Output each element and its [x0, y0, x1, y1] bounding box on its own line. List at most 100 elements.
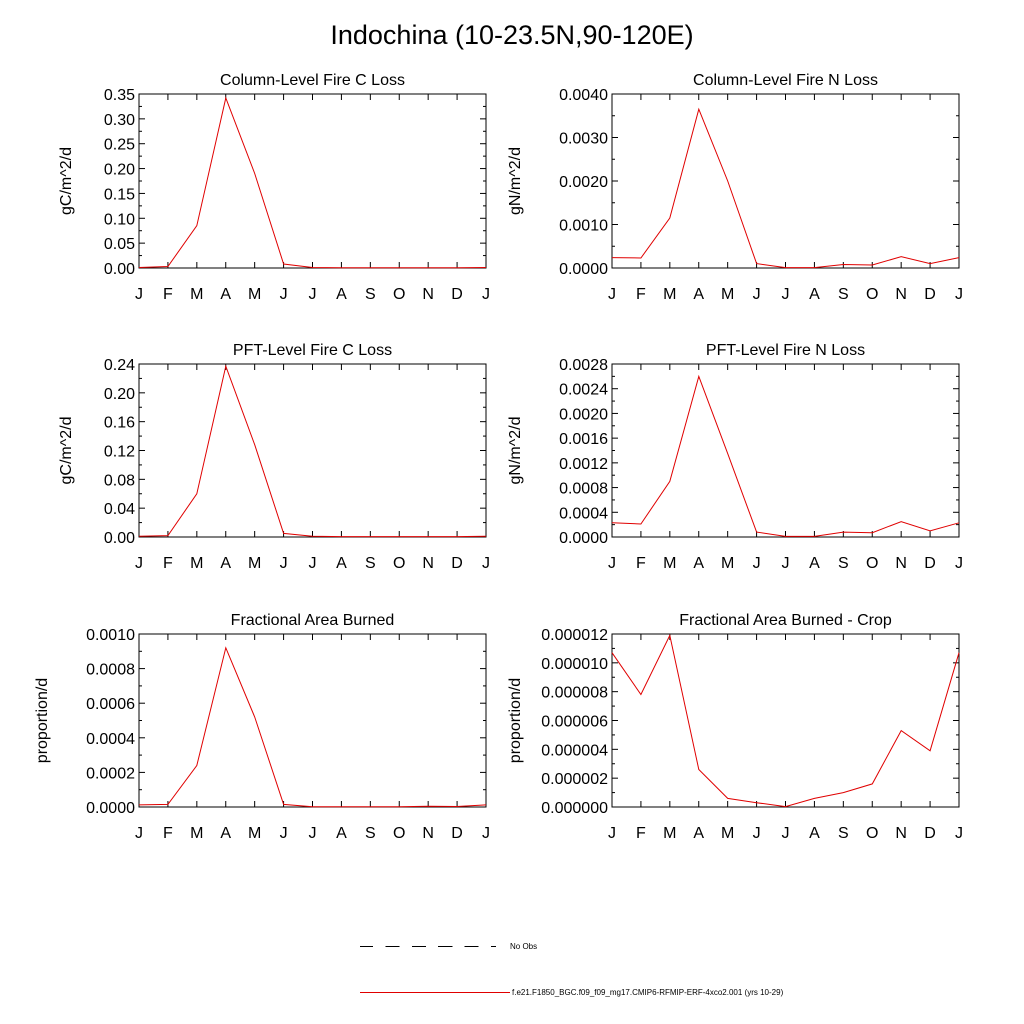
y-tick-label: 0.35 [104, 87, 135, 104]
y-tick-label: 0.25 [104, 137, 135, 154]
x-tick-label: D [451, 825, 463, 842]
y-tick-label: 0.0030 [559, 131, 608, 148]
y-tick-label: 0.0010 [559, 218, 608, 235]
plot-frame [138, 363, 487, 538]
x-tick-label: J [135, 555, 143, 572]
y-tick-label: 0.12 [104, 444, 135, 461]
x-tick-label: M [190, 286, 203, 303]
y-tick-label: 0.20 [104, 386, 135, 403]
y-tick-label: 0.0008 [86, 662, 135, 679]
x-tick-label: D [924, 825, 936, 842]
x-tick-label: A [809, 825, 820, 842]
series-line-model [138, 96, 487, 269]
y-tick-label: 0.0028 [559, 357, 608, 374]
x-tick-label: A [220, 555, 231, 572]
x-tick-label: J [955, 825, 963, 842]
y-axis-label: gN/m^2/d [507, 147, 524, 215]
x-tick-label: J [782, 825, 790, 842]
x-tick-label: J [955, 555, 963, 572]
series-line-model [138, 364, 487, 538]
x-tick-label: A [220, 286, 231, 303]
x-tick-label: N [422, 825, 434, 842]
x-tick-label: J [753, 825, 761, 842]
x-tick-label: F [163, 825, 173, 842]
x-tick-label: A [693, 286, 704, 303]
x-tick-label: J [135, 286, 143, 303]
y-tick-label: 0.05 [104, 236, 135, 253]
y-tick-label: 0.0020 [559, 406, 608, 423]
x-tick-label: J [280, 286, 288, 303]
legend-model: f.e21.F1850_BGC.f09_f09_mg17.CMIP6-RFMIP… [360, 988, 783, 997]
x-tick-label: S [838, 555, 849, 572]
chart-title: Fractional Area Burned [231, 612, 395, 629]
plot-frame [138, 93, 487, 269]
y-tick-label: 0.04 [104, 501, 135, 518]
y-tick-label: 0.000000 [541, 800, 608, 817]
y-tick-label: 0.0012 [559, 456, 608, 473]
x-tick-label: J [782, 555, 790, 572]
plot-frame [611, 363, 960, 538]
legend-model-label: f.e21.F1850_BGC.f09_f09_mg17.CMIP6-RFMIP… [512, 988, 784, 997]
x-tick-label: F [636, 825, 646, 842]
y-tick-label: 0.15 [104, 186, 135, 203]
y-tick-label: 0.000006 [541, 714, 608, 731]
series-line-model [138, 646, 487, 808]
x-tick-label: J [753, 555, 761, 572]
x-tick-label: O [866, 555, 878, 572]
x-tick-label: F [636, 555, 646, 572]
y-axis-label: gC/m^2/d [58, 417, 75, 485]
legend-obs-line [360, 946, 496, 947]
y-tick-label: 0.000010 [541, 656, 608, 673]
x-tick-label: J [309, 825, 317, 842]
x-tick-label: N [895, 286, 907, 303]
chart-panel-6: Fractional Area Burned - Crop proportion/… [507, 612, 963, 842]
x-tick-label: N [422, 555, 434, 572]
series-line-model [611, 633, 960, 808]
y-axis-label: gN/m^2/d [507, 417, 524, 485]
chart-title: Fractional Area Burned - Crop [679, 612, 892, 629]
chart-title: Column-Level Fire C Loss [220, 72, 405, 89]
x-tick-label: M [721, 555, 734, 572]
y-tick-label: 0.0000 [86, 800, 135, 817]
x-tick-label: M [248, 825, 261, 842]
x-tick-label: M [190, 825, 203, 842]
y-tick-label: 0.0004 [559, 505, 608, 522]
x-tick-label: D [451, 555, 463, 572]
x-tick-label: M [190, 555, 203, 572]
x-tick-label: J [482, 286, 490, 303]
x-tick-label: D [451, 286, 463, 303]
x-tick-label: J [608, 555, 616, 572]
y-tick-label: 0.0016 [559, 431, 608, 448]
x-tick-label: S [365, 555, 376, 572]
y-tick-label: 0.000004 [541, 742, 608, 759]
x-tick-label: F [636, 286, 646, 303]
y-tick-label: 0.0006 [86, 696, 135, 713]
y-tick-label: 0.10 [104, 211, 135, 228]
x-tick-label: A [693, 825, 704, 842]
y-tick-label: 0.20 [104, 162, 135, 179]
legend-obs-label: No Obs [510, 942, 538, 951]
x-tick-label: D [924, 286, 936, 303]
x-tick-label: J [280, 555, 288, 572]
x-tick-label: O [393, 555, 405, 572]
x-tick-label: J [608, 825, 616, 842]
chart-title: PFT-Level Fire N Loss [706, 342, 865, 359]
x-tick-label: J [955, 286, 963, 303]
x-tick-label: M [248, 286, 261, 303]
x-tick-label: M [721, 825, 734, 842]
y-tick-label: 0.000012 [541, 627, 608, 644]
y-tick-label: 0.16 [104, 415, 135, 432]
y-tick-label: 0.00 [104, 261, 135, 278]
y-tick-label: 0.000008 [541, 685, 608, 702]
legend-model-line [360, 992, 510, 993]
y-tick-label: 0.24 [104, 357, 135, 374]
y-tick-label: 0.0000 [559, 261, 608, 278]
x-tick-label: O [393, 825, 405, 842]
x-tick-label: J [482, 825, 490, 842]
x-tick-label: M [663, 286, 676, 303]
